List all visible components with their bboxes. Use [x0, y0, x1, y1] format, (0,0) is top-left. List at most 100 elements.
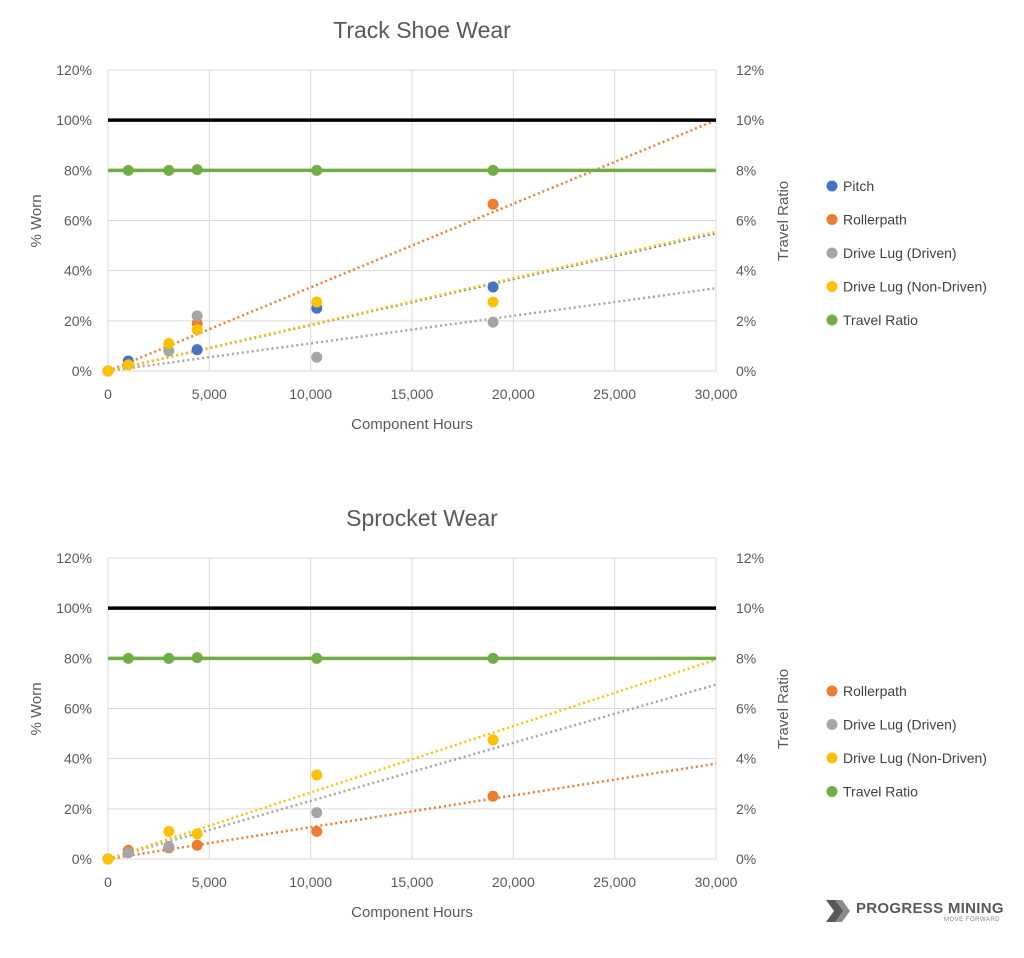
y-tick-label: 120% — [56, 62, 92, 78]
travel-ratio-point — [311, 652, 323, 664]
y-tick-label: 100% — [56, 600, 92, 616]
legend-label-travel-ratio: Travel Ratio — [843, 784, 918, 800]
y-tick-label: 60% — [64, 213, 92, 229]
travel-ratio-point — [163, 652, 175, 664]
y2-tick-label: 2% — [736, 801, 756, 817]
drive-lug-non-driven-point — [191, 324, 203, 336]
drive-lug-non-driven-point — [191, 828, 203, 840]
x-axis-title: Component Hours — [351, 416, 473, 433]
y2-tick-label: 4% — [736, 263, 756, 279]
logo-chevron-icon — [826, 900, 850, 922]
drive-lug-non-driven-point — [163, 825, 175, 837]
logo-tagline: MOVE FORWARD — [944, 917, 1001, 923]
y-tick-label: 80% — [64, 650, 92, 666]
drive-lug-driven-point — [122, 847, 134, 859]
y2-axis-title: Travel Ratio — [775, 669, 792, 749]
travel-ratio-point — [191, 652, 203, 664]
drive-lug-driven-point — [311, 807, 323, 819]
drive-lug-driven-point — [191, 310, 203, 322]
rollerpath-point — [311, 825, 323, 837]
x-axis-title: Component Hours — [351, 904, 473, 921]
drive-lug-non-driven-point — [487, 296, 499, 308]
x-tick-label: 15,000 — [391, 386, 434, 402]
track-shoe-wear-chart: Track Shoe Wear 0 5,000 10,000 15,000 20,000… — [28, 17, 987, 433]
x-tick-label: 10,000 — [289, 386, 332, 402]
y-tick-label: 20% — [64, 801, 92, 817]
travel-ratio-point — [487, 164, 499, 176]
x-tick-label: 0 — [104, 874, 112, 890]
rollerpath-point — [191, 839, 203, 851]
x-tick-label: 25,000 — [593, 386, 636, 402]
pitch-point — [487, 281, 499, 293]
rollerpath-point — [487, 790, 499, 802]
travel-ratio-point — [487, 652, 499, 664]
x-tick-label: 20,000 — [492, 874, 535, 890]
legend-marker-drive-lug-non-driven — [826, 281, 838, 292]
x-tick-label: 25,000 — [593, 874, 636, 890]
x-tick-label: 30,000 — [695, 386, 738, 402]
drive-lug-driven-trendline — [107, 683, 717, 861]
y-tick-label: 60% — [64, 701, 92, 717]
drive-lug-non-driven-point — [102, 853, 114, 865]
drive-lug-driven-point — [487, 316, 499, 328]
x-tick-label: 30,000 — [695, 874, 738, 890]
drive-lug-non-driven-point — [487, 734, 499, 746]
y2-tick-label: 6% — [736, 701, 756, 717]
drive-lug-driven-point — [163, 840, 175, 852]
drive-lug-driven-point — [163, 345, 175, 357]
y-tick-label: 120% — [56, 550, 92, 566]
legend-label-rollerpath: Rollerpath — [843, 212, 907, 228]
y-tick-label: 100% — [56, 112, 92, 128]
y-tick-label: 40% — [64, 751, 92, 767]
legend-label-drive-lug-non-driven: Drive Lug (Non-Driven) — [843, 279, 987, 295]
travel-ratio-point — [122, 652, 134, 664]
pitch-point — [191, 344, 203, 356]
legend-label-drive-lug-non-driven: Drive Lug (Non-Driven) — [843, 750, 987, 766]
legend-marker-rollerpath — [826, 214, 838, 225]
y-tick-label: 20% — [64, 313, 92, 329]
y2-axis-title: Travel Ratio — [775, 181, 792, 261]
drive-lug-non-driven-point — [102, 365, 114, 377]
drive-lug-non-driven-trendline — [107, 658, 717, 861]
y2-tick-label: 10% — [736, 600, 764, 616]
legend-marker-travel-ratio — [826, 314, 838, 326]
legend-label-rollerpath: Rollerpath — [843, 683, 907, 699]
x-tick-label: 5,000 — [192, 386, 227, 402]
y-tick-label: 0% — [72, 363, 92, 379]
y2-tick-label: 12% — [736, 62, 764, 78]
chart-title: Track Shoe Wear — [333, 17, 511, 43]
drive-lug-non-driven-point — [122, 359, 134, 371]
y-axis-title: % Worn — [28, 194, 45, 247]
travel-ratio-point — [122, 164, 134, 176]
y2-tick-label: 8% — [736, 650, 756, 666]
travel-ratio-point — [163, 164, 175, 176]
legend-label-travel-ratio: Travel Ratio — [843, 312, 918, 328]
legend-label-drive-lug-driven: Drive Lug (Driven) — [843, 245, 957, 261]
legend-marker-drive-lug-driven — [826, 247, 838, 259]
drive-lug-driven-trendline — [107, 286, 717, 373]
y-tick-label: 80% — [64, 162, 92, 178]
drive-lug-non-driven-trendline — [107, 230, 717, 373]
chart-title: Sprocket Wear — [346, 505, 498, 531]
y2-tick-label: 2% — [736, 313, 756, 329]
progress-mining-logo: PROGRESS MINING MOVE FORWARD — [826, 900, 1008, 926]
logo-name: PROGRESS MINING — [856, 900, 1004, 917]
legend-marker-pitch — [826, 180, 838, 192]
y2-tick-label: 0% — [736, 363, 756, 379]
y2-tick-label: 8% — [736, 162, 756, 178]
drive-lug-non-driven-point — [163, 337, 175, 349]
drive-lug-driven-point — [311, 351, 323, 363]
x-tick-label: 15,000 — [391, 874, 434, 890]
y-tick-label: 40% — [64, 263, 92, 279]
x-tick-label: 10,000 — [289, 874, 332, 890]
drive-lug-non-driven-point — [311, 296, 323, 308]
legend-marker-rollerpath — [826, 685, 838, 697]
travel-ratio-point — [311, 164, 323, 176]
y2-tick-label: 6% — [736, 213, 756, 229]
rollerpath-point — [487, 198, 499, 210]
y2-tick-label: 12% — [736, 550, 764, 566]
sprocket-wear-chart: Sprocket Wear 0 5,000 10,000 15,000 20,000 25… — [28, 505, 987, 921]
legend-label-drive-lug-driven: Drive Lug (Driven) — [843, 717, 957, 733]
y2-tick-label: 0% — [736, 851, 756, 867]
legend-marker-travel-ratio — [826, 786, 838, 797]
